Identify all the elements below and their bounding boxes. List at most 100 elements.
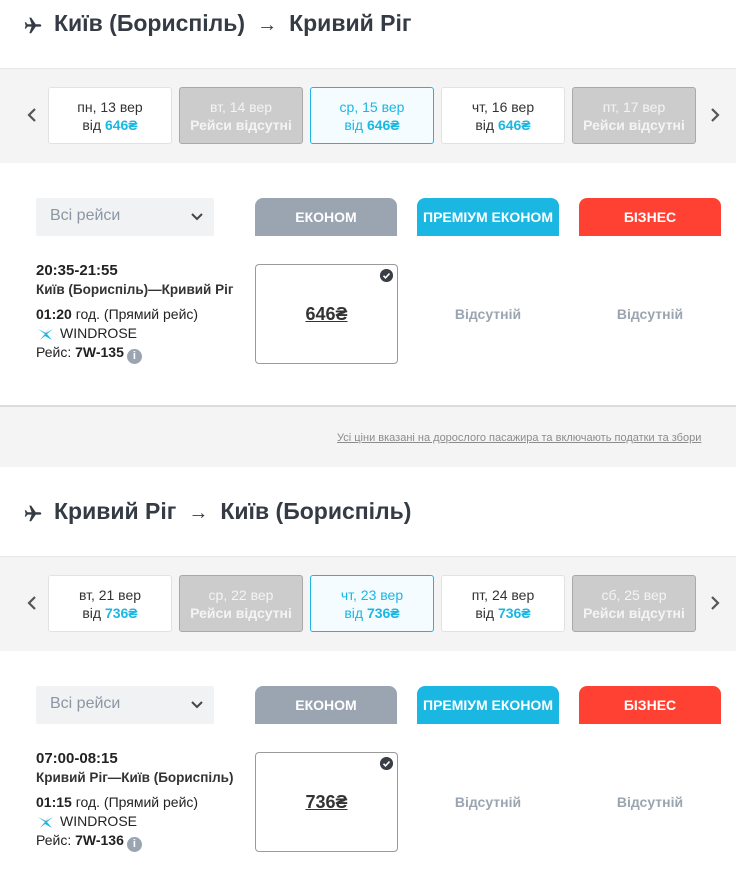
no-flights-label: Рейси відсутні (190, 117, 292, 133)
flight-info: 20:35-21:55 Київ (Бориспіль)—Кривий Ріг … (36, 261, 233, 364)
info-icon[interactable]: i (126, 837, 142, 852)
duration: 01:20 (36, 306, 72, 322)
date-label: сб, 25 вер (601, 587, 667, 603)
from-label: від (475, 117, 495, 133)
origin: Київ (Бориспіль) (54, 10, 246, 36)
airplane-icon (24, 17, 42, 34)
fare-price: 736₴ (305, 792, 348, 812)
date-card[interactable]: пн, 13 вер від 646₴ (48, 87, 172, 144)
tab-business[interactable]: БІЗНЕС (579, 198, 721, 236)
date-label: пт, 24 вер (471, 587, 535, 603)
info-icon[interactable]: i (126, 349, 142, 364)
date-label: чт, 23 вер (340, 587, 404, 603)
date-selector: пн, 13 вер від 646₴ вт, 14 вер Рейси відсу… (0, 68, 736, 164)
chevron-right-icon[interactable] (708, 593, 722, 613)
destination: Кривий Ріг (289, 10, 412, 36)
business-unavailable: Відсутній (616, 306, 684, 322)
price-note-link[interactable]: Усі ціни вказані на дорослого пасажира т… (337, 432, 702, 444)
route-title: Київ (Бориспіль) → Кривий Ріг (54, 10, 411, 37)
tab-premium-economy[interactable]: ПРЕМІУМ ЕКОНОМ (417, 686, 559, 724)
date-label: пн, 13 вер (77, 99, 143, 115)
flight-label: Рейс: (36, 832, 72, 848)
chevron-down-icon (191, 213, 203, 221)
date-card[interactable]: ср, 15 вер від 646₴ (310, 87, 434, 144)
check-circle-icon (380, 269, 393, 282)
duration-suffix: год. (Прямий рейс) (75, 794, 199, 810)
airline-name: WINDROSE (60, 325, 137, 341)
chevron-left-icon[interactable] (25, 105, 39, 125)
tab-premium-economy[interactable]: ПРЕМІУМ ЕКОНОМ (417, 198, 559, 236)
tab-business[interactable]: БІЗНЕС (579, 686, 721, 724)
date-label: ср, 22 вер (208, 587, 274, 603)
arrow: → (188, 502, 209, 524)
filter-value: Всі рейси (50, 695, 121, 712)
origin: Кривий Ріг (54, 498, 177, 524)
flight-route: Київ (Бориспіль)—Кривий Ріг (36, 282, 234, 297)
flight-time: 20:35-21:55 (36, 262, 118, 279)
arrow: → (257, 14, 278, 36)
flights-panel: Всі рейси ЕКОНОМ ПРЕМІУМ ЕКОНОМ БІЗНЕС 07:… (0, 651, 736, 893)
price-note-bar: Усі ціни вказані на дорослого пасажира т… (0, 405, 736, 467)
date-label: чт, 16 вер (471, 99, 535, 115)
flight-route: Кривий Ріг—Київ (Бориспіль) (36, 770, 234, 785)
flight-info: 07:00-08:15 Кривий Ріг—Київ (Бориспіль) … (36, 749, 233, 852)
from-label: від (344, 117, 364, 133)
flights-filter-select[interactable]: Всі рейси (36, 686, 214, 724)
date-label: ср, 15 вер (339, 99, 405, 115)
airplane-icon (24, 505, 42, 522)
premium-unavailable: Відсутній (454, 306, 522, 322)
chevron-right-icon[interactable] (708, 105, 722, 125)
date-card[interactable]: чт, 16 вер від 646₴ (441, 87, 565, 144)
flight-label: Рейс: (36, 344, 72, 360)
no-flights-label: Рейси відсутні (583, 117, 685, 133)
date-label: вт, 14 вер (209, 99, 273, 115)
date-selector: вт, 21 вер від 736₴ ср, 22 вер Рейси відсу… (0, 556, 736, 652)
windrose-logo-icon (38, 326, 53, 341)
fare-price: 646₴ (305, 304, 348, 324)
tab-economy[interactable]: ЕКОНОМ (255, 686, 397, 724)
date-card[interactable]: ср, 22 вер Рейси відсутні (179, 575, 303, 632)
destination: Київ (Бориспіль) (220, 498, 412, 524)
tab-economy[interactable]: ЕКОНОМ (255, 198, 397, 236)
check-circle-icon (380, 757, 393, 770)
from-label: від (475, 605, 495, 621)
min-price: 646₴ (366, 117, 400, 133)
airline-name: WINDROSE (60, 813, 137, 829)
flight-number: 7W-135 (75, 344, 124, 360)
economy-fare-option[interactable]: 646₴ (255, 264, 398, 364)
min-price: 646₴ (497, 117, 531, 133)
chevron-left-icon[interactable] (25, 593, 39, 613)
from-label: від (82, 605, 102, 621)
chevron-down-icon (191, 701, 203, 709)
date-card[interactable]: сб, 25 вер Рейси відсутні (572, 575, 696, 632)
min-price: 736₴ (497, 605, 531, 621)
from-label: від (344, 605, 364, 621)
flight-number: 7W-136 (75, 832, 124, 848)
segment-header: Кривий Ріг → Київ (Бориспіль) (0, 488, 736, 556)
flight-time: 07:00-08:15 (36, 750, 118, 767)
min-price: 736₴ (104, 605, 138, 621)
segment-header: Київ (Бориспіль) → Кривий Ріг (0, 0, 736, 68)
flights-filter-select[interactable]: Всі рейси (36, 198, 214, 236)
duration: 01:15 (36, 794, 72, 810)
duration-suffix: год. (Прямий рейс) (75, 306, 199, 322)
date-card[interactable]: пт, 24 вер від 736₴ (441, 575, 565, 632)
date-card[interactable]: вт, 14 вер Рейси відсутні (179, 87, 303, 144)
no-flights-label: Рейси відсутні (583, 605, 685, 621)
business-unavailable: Відсутній (616, 794, 684, 810)
flights-panel: Всі рейси ЕКОНОМ ПРЕМІУМ ЕКОНОМ БІЗНЕС 20:… (0, 163, 736, 405)
from-label: від (82, 117, 102, 133)
no-flights-label: Рейси відсутні (190, 605, 292, 621)
premium-unavailable: Відсутній (454, 794, 522, 810)
filter-value: Всі рейси (50, 207, 121, 224)
windrose-logo-icon (38, 814, 53, 829)
date-label: пт, 17 вер (602, 99, 666, 115)
date-card[interactable]: пт, 17 вер Рейси відсутні (572, 87, 696, 144)
min-price: 736₴ (366, 605, 400, 621)
economy-fare-option[interactable]: 736₴ (255, 752, 398, 852)
date-card[interactable]: вт, 21 вер від 736₴ (48, 575, 172, 632)
route-title: Кривий Ріг → Київ (Бориспіль) (54, 498, 411, 525)
date-label: вт, 21 вер (78, 587, 142, 603)
min-price: 646₴ (104, 117, 138, 133)
date-card[interactable]: чт, 23 вер від 736₴ (310, 575, 434, 632)
